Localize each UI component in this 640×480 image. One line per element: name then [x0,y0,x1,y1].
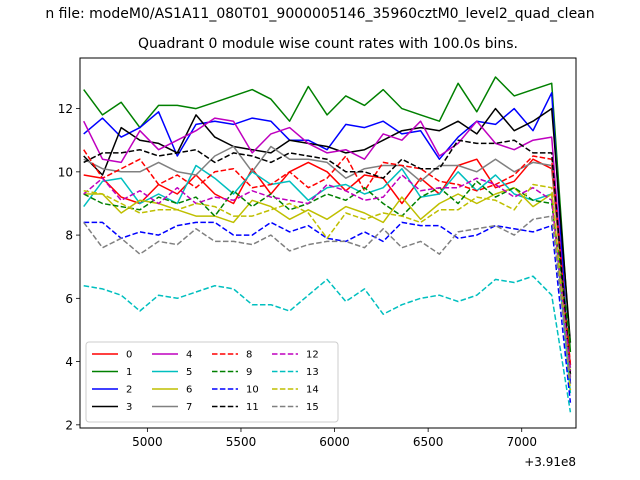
legend-label-9: 9 [246,367,252,378]
x-tick-label: 6500 [413,435,444,449]
series-line-13 [83,275,572,413]
legend-label-5: 5 [186,367,192,378]
x-tick-label: 7000 [506,435,537,449]
figure-suptitle: n file: modeM0/AS1A11_080T01_9000005146_… [45,6,595,22]
y-tick-label: 4 [65,355,73,369]
series-line-12 [83,174,572,372]
series-line-7 [83,145,572,368]
series-line-8 [83,149,572,365]
series-line-6 [83,186,572,375]
y-tick-label: 10 [58,165,73,179]
legend-label-10: 10 [246,385,259,396]
series-line-9 [83,180,572,343]
series-layer [83,76,572,413]
legend-label-12: 12 [306,350,319,361]
x-tick-label: 5000 [132,435,163,449]
legend-label-0: 0 [126,350,132,361]
legend-label-8: 8 [246,350,252,361]
plot-frame [79,57,577,429]
legend-label-4: 4 [186,350,192,361]
legend-label-14: 14 [306,385,319,396]
series-line-2 [83,92,572,384]
y-tick-label: 8 [65,229,73,243]
legend-label-3: 3 [126,402,132,413]
series-line-5 [83,164,572,394]
legend-label-6: 6 [186,385,192,396]
legend-label-2: 2 [126,385,132,396]
chart-title: Quadrant 0 module wise count rates with … [138,36,518,52]
legend-label-15: 15 [306,402,319,413]
y-tick-label: 6 [65,292,73,306]
legend-label-1: 1 [126,367,132,378]
series-line-10 [83,221,572,403]
legend-label-7: 7 [186,402,192,413]
series-line-1 [83,76,572,353]
x-tick-label: 5500 [226,435,257,449]
x-tick-label: 6000 [319,435,350,449]
series-line-11 [83,139,572,375]
legend-label-13: 13 [306,367,319,378]
series-line-0 [83,158,572,365]
x-offset-label: +3.91e8 [524,455,576,469]
series-line-15 [83,215,572,381]
legend-label-11: 11 [246,402,259,413]
series-line-14 [83,183,572,391]
legend-box [85,341,339,423]
y-tick-label: 2 [65,418,73,432]
y-tick-label: 12 [58,102,73,116]
series-line-4 [83,117,572,378]
